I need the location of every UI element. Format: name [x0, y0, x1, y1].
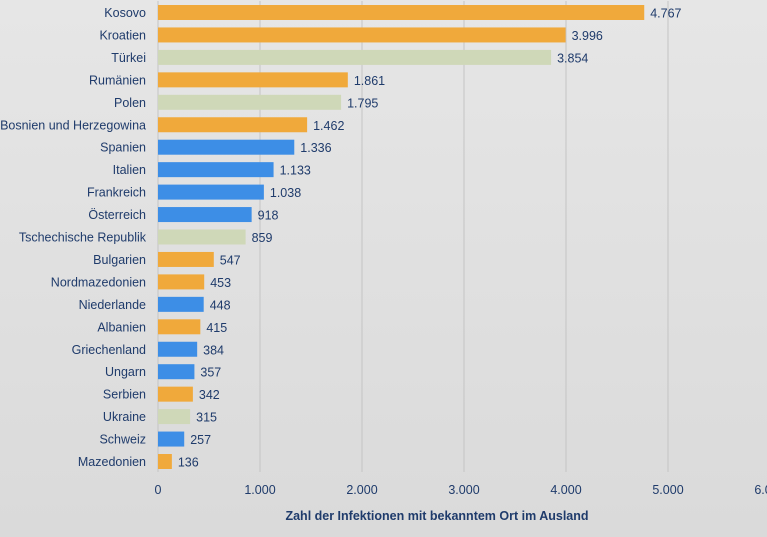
- category-label: Mazedonien: [78, 455, 146, 469]
- bar: [158, 229, 246, 245]
- category-label: Schweiz: [99, 433, 146, 447]
- data-label: 448: [210, 298, 231, 312]
- x-tick-label: 3.000: [448, 483, 479, 497]
- category-label: Rumänien: [89, 73, 146, 87]
- category-label: Österreich: [88, 208, 146, 222]
- data-label: 3.854: [557, 51, 588, 65]
- bar: [158, 117, 308, 133]
- x-tick-label: 5.000: [652, 483, 683, 497]
- bar: [158, 251, 214, 267]
- category-label: Polen: [114, 96, 146, 110]
- bar: [158, 296, 204, 312]
- category-label: Frankreich: [87, 186, 146, 200]
- category-label: Bulgarien: [93, 253, 146, 267]
- category-label: Ungarn: [105, 365, 146, 379]
- category-label: Nordmazedonien: [51, 275, 146, 289]
- bars: [158, 5, 645, 469]
- data-label: 1.861: [354, 74, 385, 88]
- data-label: 1.133: [280, 164, 311, 178]
- category-label: Kosovo: [104, 6, 146, 20]
- data-label: 1.038: [270, 186, 301, 200]
- category-label: Türkei: [111, 51, 146, 65]
- data-label: 384: [203, 343, 224, 357]
- bar: [158, 139, 295, 155]
- x-axis-tick-labels: 0 1.000 2.000 3.000 4.000 5.000 6.000: [155, 483, 767, 497]
- bar: [158, 274, 205, 290]
- category-labels: Kosovo Kroatien Türkei Rumänien Polen Bosnien…: [0, 6, 147, 469]
- bar: [158, 27, 566, 43]
- bar: [158, 184, 264, 200]
- bar: [158, 94, 342, 110]
- x-axis-title: Zahl der Infektionen mit bekanntem Ort i…: [285, 509, 588, 523]
- category-label: Spanien: [100, 141, 146, 155]
- data-label: 918: [258, 209, 279, 223]
- bar: [158, 5, 645, 20]
- category-label: Serbien: [103, 388, 146, 402]
- bar: [158, 454, 172, 469]
- category-label: Tschechische Republik: [19, 231, 147, 245]
- x-tick-label: 0: [155, 483, 162, 497]
- data-label: 453: [210, 276, 231, 290]
- category-label: Ukraine: [103, 410, 146, 424]
- category-label: Albanien: [97, 320, 146, 334]
- x-tick-label: 2.000: [346, 483, 377, 497]
- x-tick-label: 1.000: [244, 483, 275, 497]
- data-label: 257: [190, 433, 211, 447]
- bar: [158, 49, 552, 65]
- bar: [158, 409, 191, 425]
- category-label: Kroatien: [99, 28, 146, 42]
- bar: [158, 364, 195, 380]
- data-label: 1.795: [347, 96, 378, 110]
- bar: [158, 431, 185, 447]
- data-label: 859: [252, 231, 273, 245]
- bar: [158, 72, 348, 88]
- data-label: 1.462: [313, 119, 344, 133]
- data-label: 136: [178, 456, 199, 470]
- gridlines: [157, 1, 669, 472]
- data-label: 3.996: [572, 29, 603, 43]
- category-label: Bosnien und Herzegowina: [0, 118, 146, 132]
- data-label: 415: [206, 321, 227, 335]
- bar: [158, 341, 198, 357]
- category-label: Griechenland: [72, 343, 146, 357]
- data-label: 4.767: [650, 7, 681, 21]
- bar: [158, 319, 201, 335]
- data-label: 357: [200, 366, 221, 380]
- bar: [158, 207, 252, 223]
- category-label: Italien: [113, 163, 146, 177]
- data-label: 1.336: [300, 141, 331, 155]
- category-label: Niederlande: [79, 298, 146, 312]
- data-label: 342: [199, 388, 220, 402]
- data-label: 547: [220, 253, 241, 267]
- data-label: 315: [196, 411, 217, 425]
- x-tick-label: 4.000: [550, 483, 581, 497]
- x-tick-label: 6.000: [754, 483, 767, 497]
- bar: [158, 162, 274, 178]
- bar: [158, 386, 193, 402]
